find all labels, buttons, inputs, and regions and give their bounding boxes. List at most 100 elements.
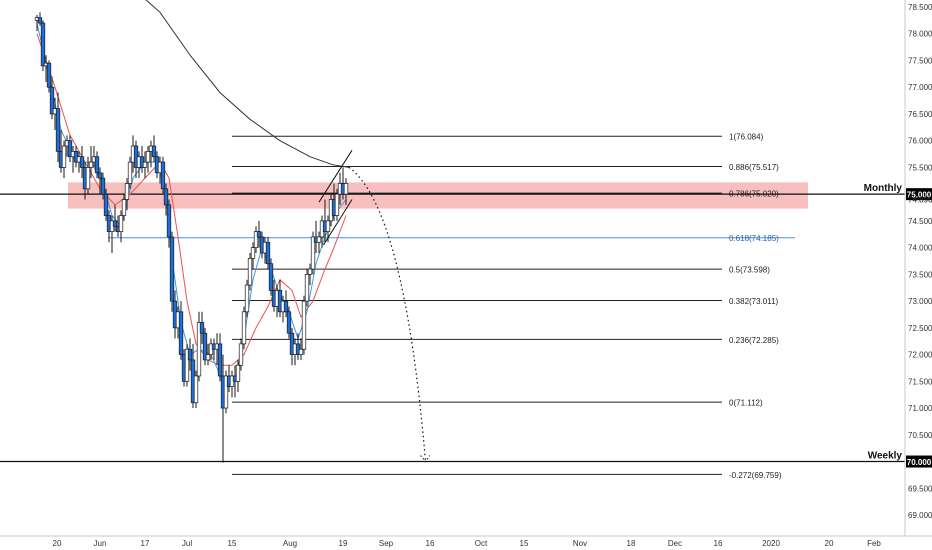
time-tick-label: 16: [714, 539, 723, 548]
candle-body: [118, 215, 124, 232]
projection-path: [348, 166, 427, 462]
key-level-label: Weekly: [868, 451, 903, 462]
candle-body: [49, 86, 55, 115]
candle-body: [244, 284, 250, 313]
time-tick-label: Jun: [94, 539, 107, 548]
candle-body: [151, 145, 157, 158]
candle-body: [169, 236, 175, 302]
price-tick-label: 70.500: [908, 431, 932, 440]
candle-body: [238, 343, 244, 366]
candle-layer: [34, 12, 349, 463]
candle-body: [184, 348, 190, 382]
price-axis[interactable]: 75.000 70.000 78.500 78.000 77.500 77.000 76.5…: [904, 0, 932, 550]
price-tick-label: 72.500: [908, 324, 932, 333]
time-tick-label: Feb: [867, 539, 881, 548]
price-tick-label: 74.500: [908, 217, 932, 226]
candle-body: [61, 145, 67, 168]
candle-body: [256, 231, 262, 238]
drawing-layer: [318, 150, 430, 463]
candle-body: [178, 311, 184, 355]
time-tick-label: Aug: [283, 539, 297, 548]
price-label-text: 75.000: [907, 191, 932, 200]
moving-average-line: [145, 0, 350, 168]
time-tick-label: 17: [141, 539, 150, 548]
time-tick-label: 15: [228, 539, 237, 548]
last-price-label: 74.896: [908, 196, 932, 205]
price-label-box: [906, 188, 932, 201]
resistance-zone: [68, 182, 808, 209]
time-tick-label: Oct: [475, 539, 488, 548]
candle-body: [112, 220, 118, 227]
time-tick-label: Nov: [573, 539, 587, 548]
candle-body: [286, 311, 292, 334]
time-tick-label: Sep: [379, 539, 394, 548]
candle-body: [298, 348, 304, 355]
candle-body: [142, 161, 148, 168]
price-tick-label: 71.500: [908, 377, 932, 386]
candle-body: [67, 140, 73, 158]
candle-body: [97, 172, 103, 179]
fib-level-label: -0.272(69.759): [729, 471, 782, 480]
candle-body: [46, 62, 52, 88]
candle-body: [235, 364, 241, 382]
candle-body: [163, 188, 169, 206]
candle-body: [187, 348, 193, 361]
price-tick-label: 77.500: [908, 56, 932, 65]
channel-trendline: [318, 150, 353, 203]
candle-body: [205, 354, 211, 361]
fib-level-label: 0.886(75.517): [729, 163, 779, 172]
candle-body: [343, 183, 349, 195]
candle-body: [79, 156, 85, 168]
candle-body: [217, 343, 223, 377]
candle-body: [325, 220, 331, 232]
price-label-text: 70.000: [907, 458, 932, 467]
candle-body: [199, 322, 205, 334]
time-tick-label: 2020: [762, 539, 780, 548]
candle-body: [196, 322, 202, 377]
time-tick-label: 19: [339, 539, 348, 548]
fib-level-label: 0.618(74.185): [729, 234, 779, 243]
candle-body: [85, 167, 91, 190]
candle-body: [127, 161, 133, 184]
candle-body: [316, 236, 322, 243]
candle-body: [103, 193, 109, 216]
candle-body: [307, 268, 313, 275]
price-tick-label: 72.000: [908, 351, 932, 360]
zone-layer: [68, 182, 808, 209]
time-tick-label: Dec: [668, 539, 682, 548]
time-tick-label: Jul: [182, 539, 192, 548]
level-layer: Monthly Weekly: [0, 183, 905, 463]
price-tick-label: 76.000: [908, 137, 932, 146]
price-tick-label: 78.000: [908, 30, 932, 39]
candle-body: [304, 274, 310, 302]
candle-body: [247, 257, 253, 286]
price-tick-label: 73.000: [908, 297, 932, 306]
candle-body: [223, 375, 229, 409]
time-tick-label: 16: [426, 539, 435, 548]
candle-body: [121, 199, 127, 216]
time-tick-label: 20: [825, 539, 834, 548]
time-tick-label: 20: [53, 539, 62, 548]
candle-body: [202, 332, 208, 361]
price-tick-label: 71.000: [908, 404, 932, 413]
price-tick-label: 69.500: [908, 484, 932, 493]
key-level-label: Monthly: [864, 183, 903, 194]
candle-body: [310, 236, 316, 270]
price-tick-label: 76.500: [908, 110, 932, 119]
candle-body: [145, 151, 151, 163]
candle-body: [268, 263, 274, 291]
channel-trendline: [323, 199, 353, 246]
fib-level-label: 0.5(73.598): [729, 266, 770, 275]
price-tick-label: 78.500: [908, 3, 932, 12]
candle-body: [37, 17, 43, 24]
candle-body: [55, 108, 61, 152]
time-axis[interactable]: 20 Jun 17 Jul 15 Aug 19 Sep 16 Oct 15 Nov 18 Dec 16 202…: [0, 535, 932, 548]
fib-level-label: 0.236(72.285): [729, 336, 779, 345]
candle-body: [94, 156, 100, 174]
fib-level-label: 1(76.084): [729, 133, 764, 142]
candle-body: [166, 204, 172, 238]
candle-body: [283, 300, 289, 313]
time-tick-label: 18: [627, 539, 636, 548]
candle-body: [193, 375, 199, 404]
